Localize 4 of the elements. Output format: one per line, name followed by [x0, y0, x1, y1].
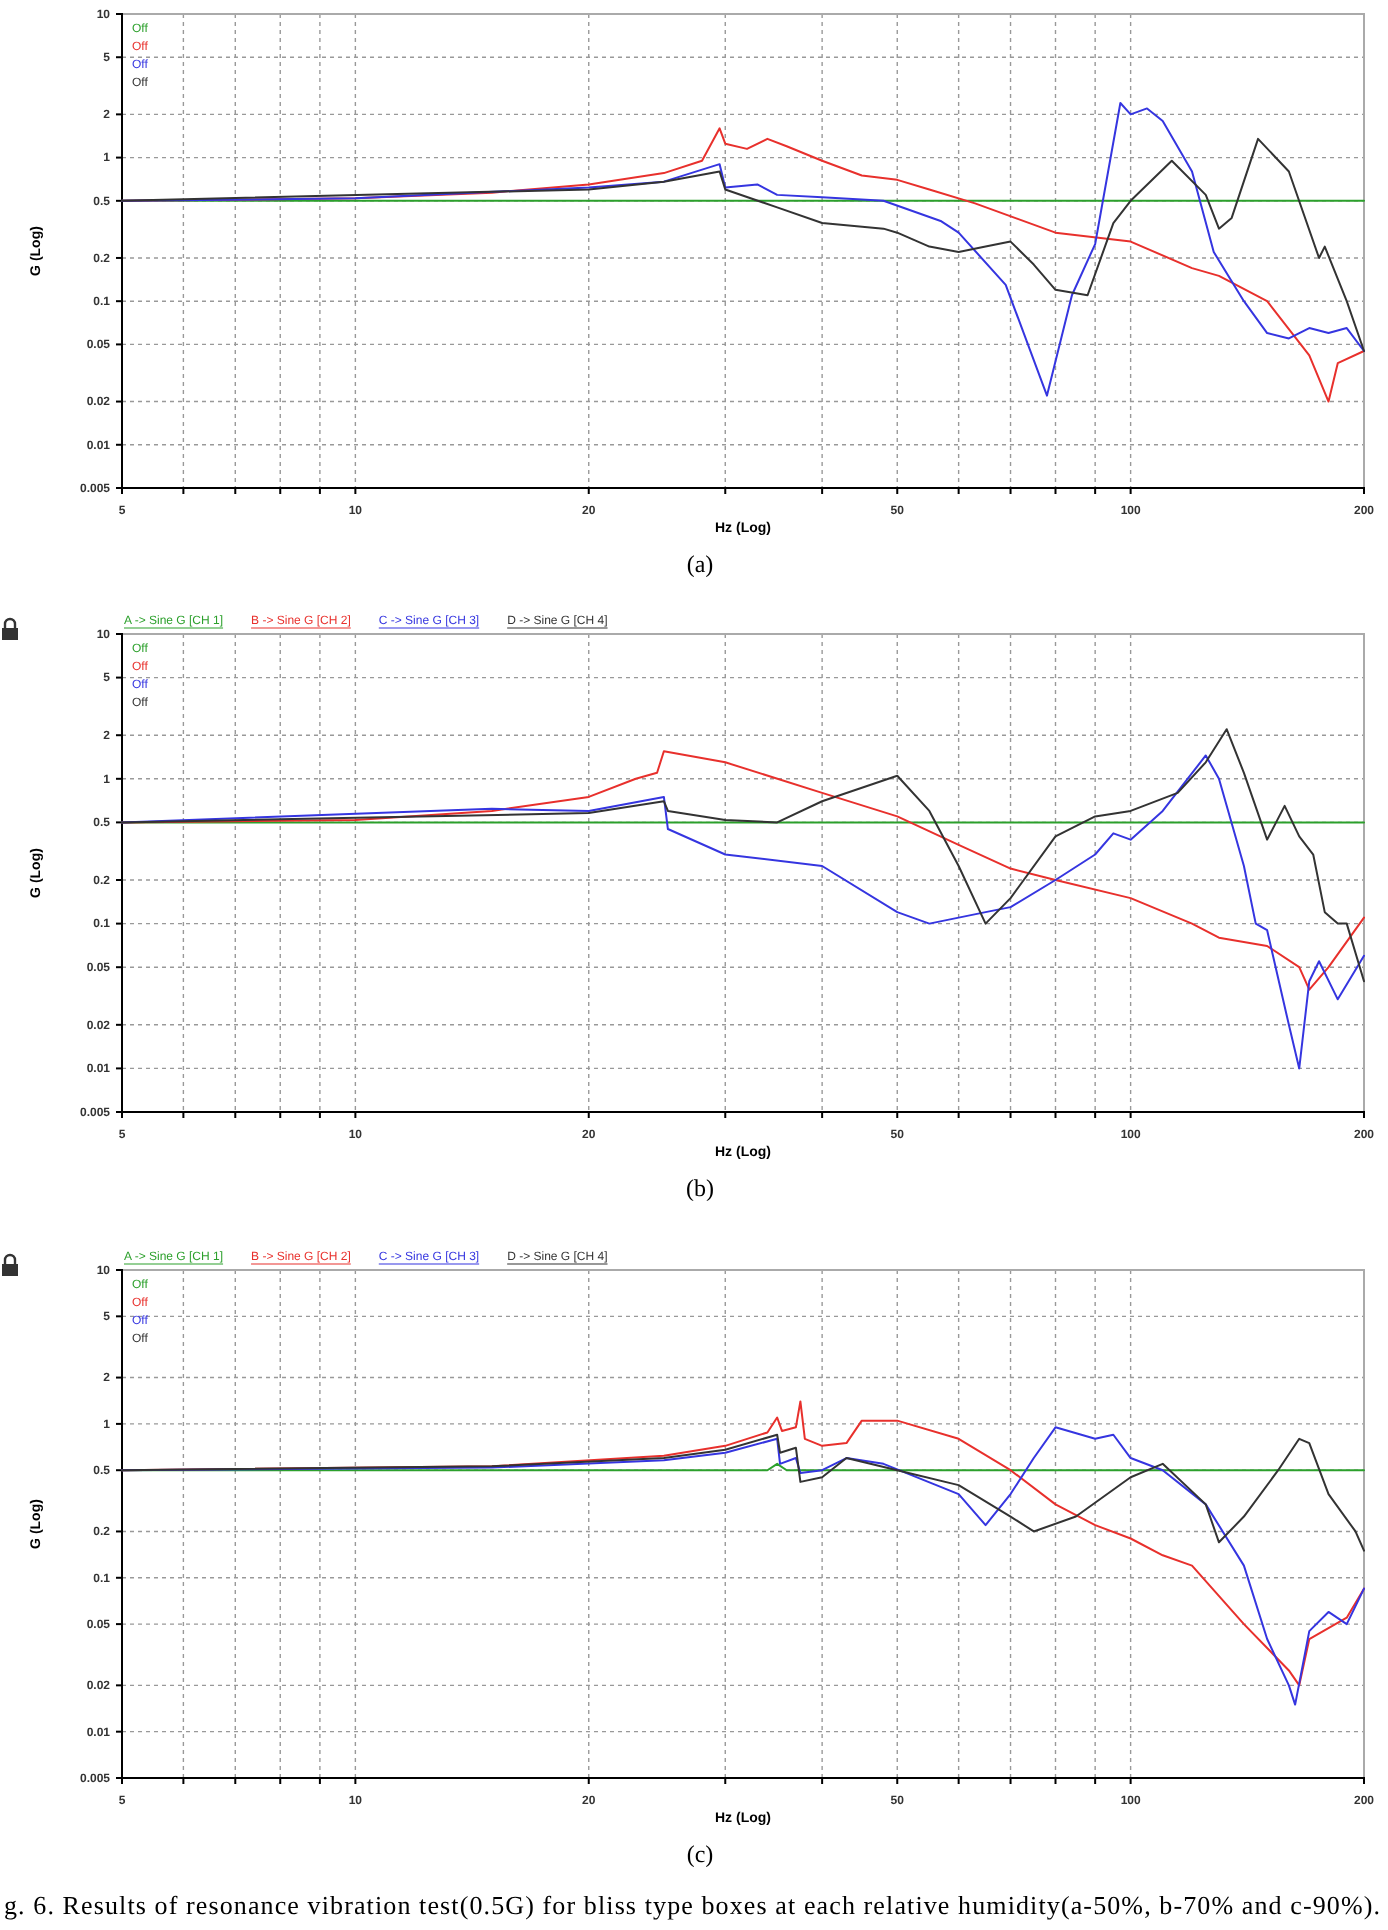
text: (c)	[686, 1840, 714, 1868]
text: (a)	[686, 550, 714, 578]
text: g. 6. Results of resonance vibration test(0.5G) for bliss type boxes at each relative humidity(a-50%, b-70% and c-90%).	[4, 1890, 1380, 1920]
text: (b)	[686, 1174, 714, 1202]
